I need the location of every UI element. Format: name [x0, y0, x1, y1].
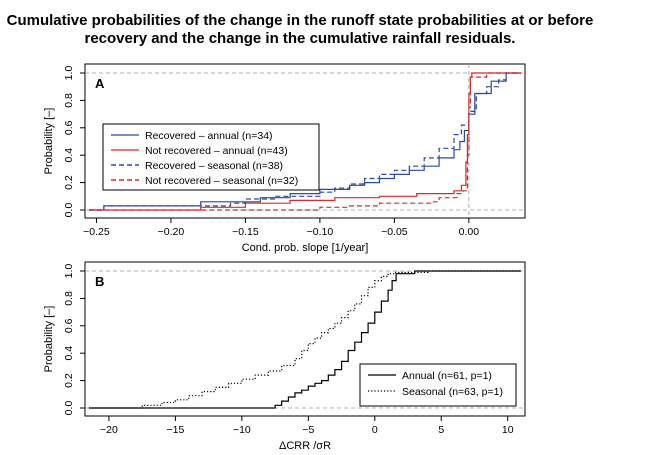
series-line [89, 72, 521, 211]
y-tick-label: 0.8 [63, 291, 75, 306]
legend-box [102, 123, 320, 191]
y-tick-label: 0.0 [63, 401, 75, 416]
legend-entry: Recovered – seasonal (n=38) [145, 160, 283, 172]
series-line [89, 270, 521, 409]
x-tick-label: −0.05 [381, 226, 408, 238]
x-tick-label: 5 [438, 424, 444, 436]
y-tick-label: 1.0 [63, 264, 75, 279]
y-tick-label: 1.0 [63, 66, 75, 81]
plot-frame [84, 261, 526, 417]
figure-title: Cumulative probabilities of the change i… [0, 12, 600, 48]
x-tick-label: 0.00 [459, 226, 480, 238]
y-tick-label: 0.8 [63, 93, 75, 108]
x-tick-label: −15 [166, 424, 184, 436]
x-tick-label: −0.20 [158, 226, 185, 238]
series-line [89, 72, 521, 211]
y-tick-label: 0.6 [63, 120, 75, 135]
legend-entry: Seasonal (n=63, p=1) [402, 386, 503, 398]
legend-entry: Recovered – annual (n=34) [145, 130, 273, 142]
x-tick-label: −0.15 [232, 226, 259, 238]
x-tick-label: −0.25 [83, 226, 110, 238]
x-tick-label: −10 [233, 424, 251, 436]
y-tick-label: 0.2 [63, 175, 75, 190]
plot-frame [84, 63, 526, 219]
y-tick-label: 0.0 [63, 203, 75, 218]
x-axis-label: Cond. prob. slope [1/year] [242, 242, 369, 254]
y-tick-label: 0.6 [63, 318, 75, 333]
panel-label: A [95, 76, 105, 91]
x-tick-label: −5 [302, 424, 314, 436]
x-axis-label: ΔCRR /σR [279, 440, 331, 452]
y-tick-label: 0.2 [63, 373, 75, 388]
y-tick-label: 0.4 [63, 148, 75, 163]
figure-title-line-2: recovery and the change in the cumulativ… [84, 30, 516, 47]
panel-a: −0.25 −0.20 −0.15 −0.10 −0.05 0.00 0.0 0.2 0.4 0.… [43, 63, 526, 254]
figure-title-line-1: Cumulative probabilities of the change i… [6, 12, 594, 29]
x-tick-label: −20 [100, 424, 118, 436]
legend-entry: Annual (n=61, p=1) [402, 370, 492, 382]
y-axis-label: Probability [–] [43, 108, 55, 175]
y-axis-label: Probability [–] [43, 306, 55, 373]
x-tick-label: 0 [372, 424, 378, 436]
panel-label: B [95, 274, 104, 289]
x-tick-label: 10 [502, 424, 514, 436]
legend-entry: Not recovered – annual (n=43) [145, 145, 288, 157]
y-tick-label: 0.4 [63, 346, 75, 361]
legend-box [359, 363, 517, 407]
x-tick-label: −0.10 [307, 226, 334, 238]
legend-entry: Not recovered – seasonal (n=32) [145, 175, 298, 187]
panel-b: −20 −15 −10 −5 0 5 10 0.0 0.2 0.4 0.6 0.8 1.0 ΔCRR /σ… [43, 261, 526, 452]
